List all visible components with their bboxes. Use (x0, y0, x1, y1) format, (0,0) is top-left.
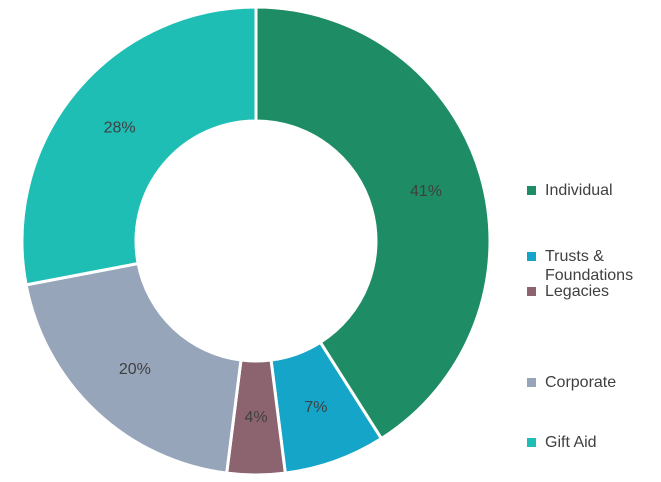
legend-item: Gift Aid (527, 433, 647, 452)
legend-item: Trusts & Foundations (527, 247, 647, 285)
donut-slice (254, 5, 492, 441)
legend-item: Individual (527, 181, 647, 200)
legend-item: Corporate (527, 373, 647, 392)
legend-swatch (527, 186, 536, 195)
data-label: 41% (410, 183, 442, 200)
data-label: 28% (104, 119, 136, 136)
data-label: 4% (244, 409, 267, 426)
legend-item: Legacies (527, 282, 647, 301)
data-label: 20% (119, 361, 151, 378)
legend-swatch (527, 287, 536, 296)
legend-label: Legacies (545, 283, 610, 300)
legend-swatch (527, 252, 536, 261)
legend-swatch (527, 438, 536, 447)
legend-label: Corporate (545, 374, 617, 391)
legend-swatch (527, 378, 536, 387)
legend-label: Trusts & Foundations (545, 248, 634, 284)
legend-label: Individual (545, 182, 613, 199)
legend-label: Gift Aid (545, 434, 597, 451)
donut-slice (20, 5, 258, 287)
donut-slice (24, 261, 243, 475)
data-label: 7% (304, 399, 327, 416)
